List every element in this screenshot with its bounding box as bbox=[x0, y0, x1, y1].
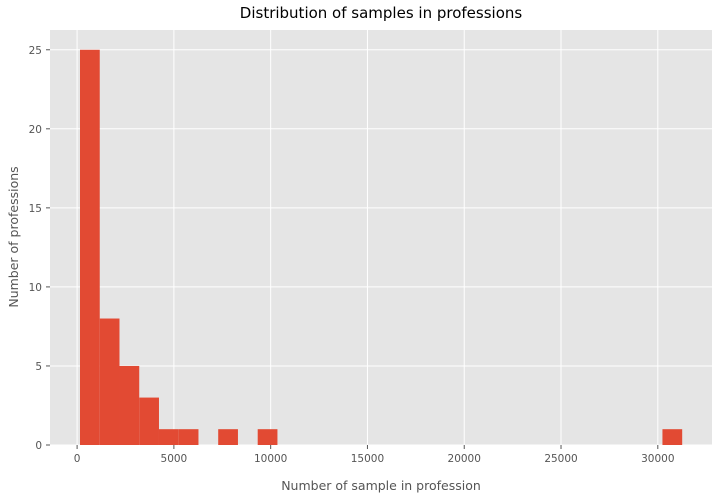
y-axis-label: Number of professions bbox=[6, 166, 21, 307]
x-tick-label-4: 20000 bbox=[448, 453, 481, 465]
x-tick-label-0: 0 bbox=[74, 453, 81, 465]
y-tick-label-5: 25 bbox=[29, 45, 42, 57]
y-tick-label-3: 15 bbox=[29, 203, 42, 215]
y-tick-label-1: 5 bbox=[35, 361, 42, 373]
x-tick-label-3: 15000 bbox=[351, 453, 384, 465]
x-axis-label: Number of sample in profession bbox=[281, 478, 481, 493]
x-axis-ticks: 0 5000 10000 15000 20000 25000 30000 bbox=[74, 445, 675, 465]
grid-lines bbox=[50, 30, 712, 446]
x-tick-label-6: 30000 bbox=[641, 453, 674, 465]
x-tick-label-2: 10000 bbox=[254, 453, 287, 465]
histogram-bar-6 bbox=[218, 429, 238, 445]
y-tick-label-0: 0 bbox=[35, 440, 42, 452]
chart-title: Distribution of samples in professions bbox=[240, 4, 523, 22]
plot-area bbox=[50, 30, 712, 445]
y-tick-label-4: 20 bbox=[29, 124, 42, 136]
x-tick-label-5: 25000 bbox=[544, 453, 577, 465]
x-tick-label-1: 5000 bbox=[161, 453, 188, 465]
bars bbox=[80, 49, 683, 446]
y-axis-ticks: 0 5 10 15 20 25 bbox=[29, 45, 50, 452]
histogram-bar-3 bbox=[139, 397, 159, 445]
histogram-bar-1 bbox=[99, 318, 120, 445]
histogram-bar-5 bbox=[178, 429, 199, 445]
y-tick-label-2: 10 bbox=[29, 282, 42, 294]
histogram-bar-4 bbox=[158, 429, 179, 445]
histogram-bar-7 bbox=[257, 429, 278, 445]
histogram-bar-8 bbox=[662, 429, 683, 445]
histogram-bar-0 bbox=[80, 49, 100, 446]
histogram-bar-2 bbox=[119, 365, 140, 445]
